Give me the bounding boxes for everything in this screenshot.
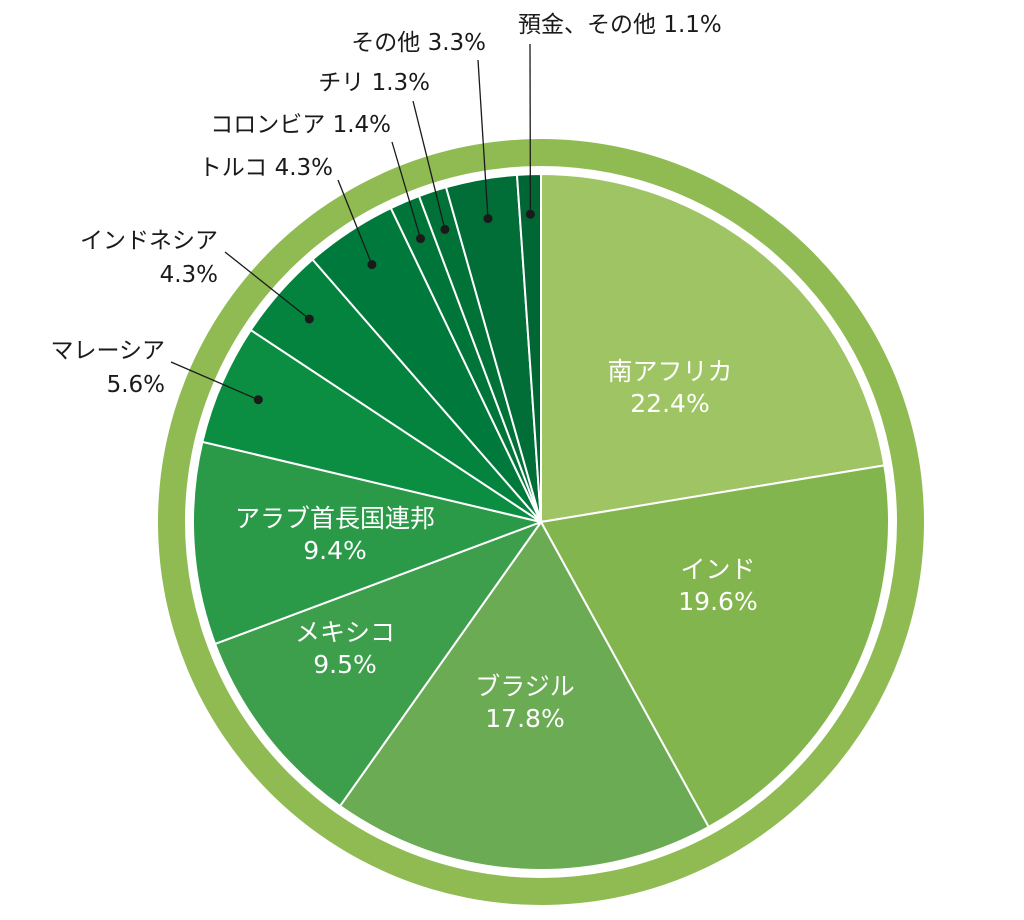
leader-line-indonesia bbox=[224, 251, 310, 320]
pie-slice-south-africa bbox=[540, 172, 886, 524]
slice-value-mexico: 9.5% bbox=[313, 650, 377, 679]
slice-value-uae: 9.4% bbox=[303, 536, 367, 565]
pie-slice-deposits bbox=[515, 172, 542, 523]
slice-value-malaysia: 5.6% bbox=[107, 372, 165, 398]
slice-value-south-africa: 22.4% bbox=[630, 389, 709, 418]
slice-label-mexico: メキシコ bbox=[295, 618, 395, 647]
slice-value-brazil: 17.8% bbox=[485, 704, 564, 733]
slice-label-colombia: コロンビア 1.4% bbox=[210, 112, 391, 138]
slice-label-india: インド bbox=[680, 555, 755, 584]
pie-slice-india bbox=[539, 464, 890, 829]
pie-slice-uae bbox=[192, 440, 545, 646]
slice-value-chile: 1.3% bbox=[372, 70, 430, 96]
leader-dot-others bbox=[483, 214, 493, 224]
leader-dot-colombia bbox=[416, 234, 425, 244]
pie-slice-mexico bbox=[213, 519, 544, 808]
slice-value-colombia: 1.4% bbox=[333, 112, 391, 138]
slice-value-india: 19.6% bbox=[678, 587, 757, 616]
pie-slice-brazil bbox=[338, 520, 711, 871]
leader-dot-indonesia bbox=[304, 314, 314, 324]
slice-label-indonesia: インドネシア bbox=[80, 228, 218, 254]
slice-value-indonesia: 4.3% bbox=[160, 262, 218, 288]
slice-label-turkey: トルコ 4.3% bbox=[199, 155, 333, 181]
pie-labels: 南アフリカ 22.4% インド 19.6% ブラジル 17.8% メキシコ 9.5% アラブ首長… bbox=[50, 12, 757, 733]
slice-label-chile: チリ 1.3% bbox=[318, 70, 430, 96]
slice-value-others: 3.3% bbox=[428, 30, 486, 56]
leader-line-turkey bbox=[337, 179, 373, 265]
slice-label-deposits: 預金、その他 1.1% bbox=[518, 12, 722, 38]
leader-line-colombia bbox=[391, 141, 422, 239]
leader-dot-deposits bbox=[525, 209, 535, 219]
slice-label-brazil: ブラジル bbox=[475, 672, 575, 701]
slice-value-deposits: 1.1% bbox=[663, 12, 721, 38]
slice-label-others: その他 3.3% bbox=[351, 30, 486, 56]
leader-dot-malaysia bbox=[253, 395, 263, 405]
slice-label-uae: アラブ首長国連邦 bbox=[235, 504, 435, 533]
leader-dot-chile bbox=[440, 224, 450, 234]
leader-line-others bbox=[477, 59, 489, 219]
leader-line-malaysia bbox=[170, 361, 259, 401]
slice-label-malaysia: マレーシア bbox=[50, 338, 165, 364]
leader-line-chile bbox=[412, 100, 446, 230]
slice-value-turkey: 4.3% bbox=[275, 155, 333, 181]
pie-slices bbox=[192, 172, 890, 871]
slice-label-south-africa: 南アフリカ bbox=[607, 357, 732, 386]
leader-dot-turkey bbox=[367, 260, 377, 270]
